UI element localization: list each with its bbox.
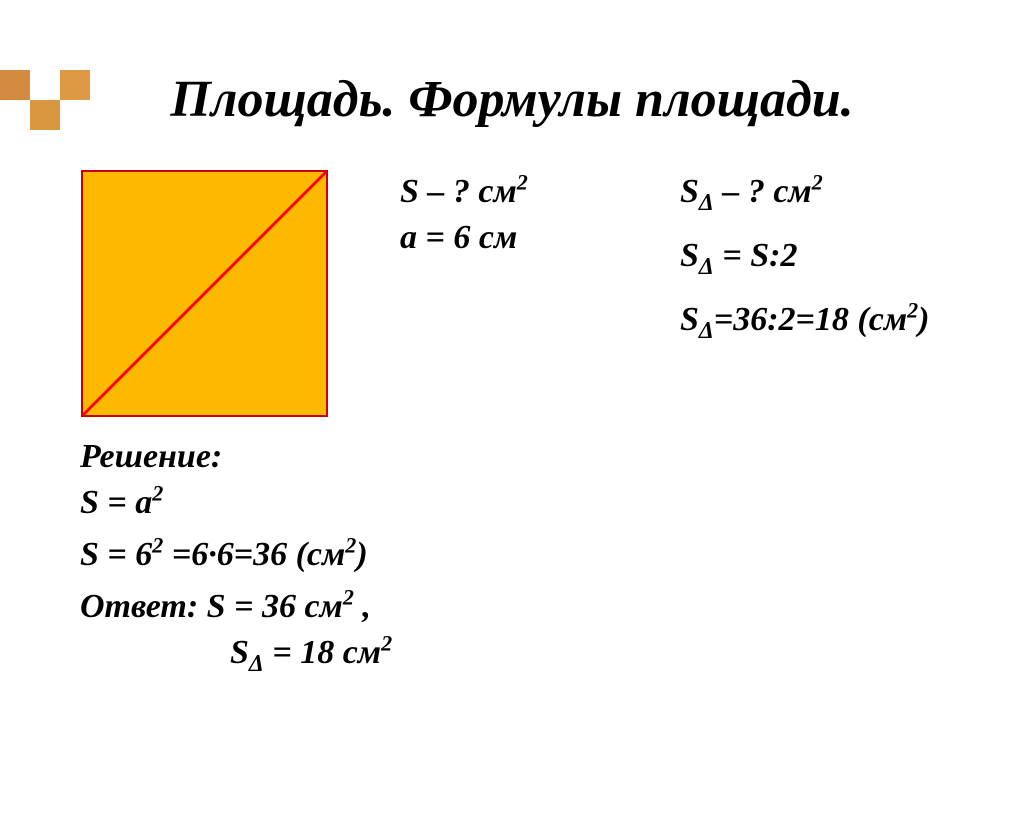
corner-decoration — [0, 70, 120, 135]
square-formula: S = a2 — [80, 480, 640, 526]
square-figure — [80, 169, 330, 424]
square-area-unknown: S – ? см2 — [400, 169, 660, 215]
page-title: Площадь. Формулы площади. — [0, 70, 1024, 129]
triangle-formula: SΔ = S:2 — [680, 233, 1020, 279]
given-square: S – ? см2 а = 6 см — [400, 169, 660, 261]
triangle-area-unknown: SΔ – ? см2 — [680, 169, 1020, 215]
given-triangle: SΔ – ? см2 SΔ = S:2 SΔ=36:2=18 (см2) — [680, 169, 1020, 343]
square-side: а = 6 см — [400, 215, 660, 261]
solution-block: Решение: S = a2 S = 62 =6·6=36 (см2) Отв… — [80, 434, 640, 675]
answer-line-2: SΔ = 18 см2 — [80, 630, 640, 676]
solution-heading: Решение: — [80, 434, 640, 480]
answer-line-1: Ответ: S = 36 см2 , — [80, 584, 640, 630]
content-area: S – ? см2 а = 6 см SΔ – ? см2 SΔ = S:2 S… — [0, 159, 1024, 759]
triangle-calc: SΔ=36:2=18 (см2) — [680, 297, 1020, 343]
square-calc: S = 62 =6·6=36 (см2) — [80, 532, 640, 578]
